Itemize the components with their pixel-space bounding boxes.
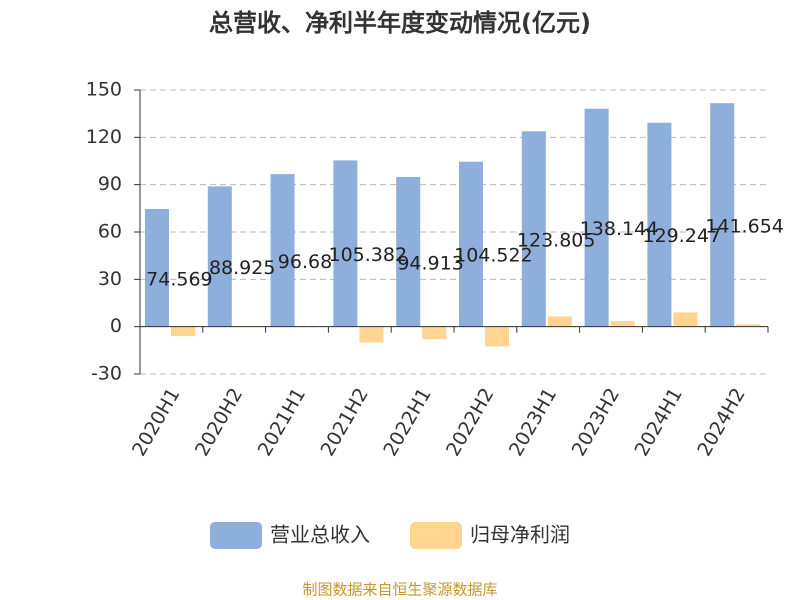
value-label: 129.247 xyxy=(643,225,722,247)
value-label: 105.382 xyxy=(329,244,408,266)
bar xyxy=(673,312,698,327)
y-tick-label: 0 xyxy=(110,315,122,337)
bar xyxy=(270,174,295,327)
x-tick-label: 2023H1 xyxy=(505,384,561,460)
bar xyxy=(145,209,169,327)
y-tick-label: 60 xyxy=(98,221,122,243)
bar xyxy=(171,326,195,337)
x-tick-label: 2020H1 xyxy=(128,384,184,460)
legend-label: 归母净利润 xyxy=(470,523,570,547)
value-label: 96.68 xyxy=(278,251,332,273)
bar xyxy=(710,103,735,327)
y-tick-label: 120 xyxy=(86,126,122,148)
value-label: 94.913 xyxy=(397,252,463,274)
bar xyxy=(459,161,483,327)
y-tick-label: -30 xyxy=(91,363,122,385)
x-tick-label: 2024H2 xyxy=(693,384,749,460)
bar xyxy=(521,131,546,327)
bar xyxy=(610,321,635,327)
bar xyxy=(359,326,384,343)
bar xyxy=(584,108,609,327)
bar xyxy=(333,160,358,327)
y-tick-label: 30 xyxy=(98,268,122,290)
bar xyxy=(422,326,447,340)
bar xyxy=(736,324,761,327)
bar xyxy=(396,176,421,327)
legend-swatch xyxy=(210,522,262,549)
value-label: 88.925 xyxy=(209,257,275,279)
value-label: 141.654 xyxy=(705,215,784,237)
y-tick-label: 90 xyxy=(98,173,122,195)
value-label: 138.144 xyxy=(580,218,659,240)
bar xyxy=(207,186,232,327)
x-tick-label: 2022H1 xyxy=(379,384,435,460)
source-note: 制图数据来自恒生聚源数据库 xyxy=(302,581,497,599)
legend-swatch xyxy=(410,522,462,549)
bar xyxy=(485,326,509,347)
bar xyxy=(547,316,572,327)
x-tick-label: 2022H2 xyxy=(442,384,498,460)
x-tick-label: 2021H1 xyxy=(254,384,310,460)
value-label: 104.522 xyxy=(454,245,533,267)
y-tick-label: 150 xyxy=(86,79,122,101)
value-label: 123.805 xyxy=(517,229,596,251)
x-tick-label: 2020H2 xyxy=(191,384,247,460)
x-tick-label: 2021H2 xyxy=(316,384,372,460)
x-tick-label: 2023H2 xyxy=(568,384,624,460)
legend-label: 营业总收入 xyxy=(270,523,370,547)
x-tick-label: 2024H1 xyxy=(630,384,686,460)
value-label: 74.569 xyxy=(146,268,212,290)
bar xyxy=(647,122,672,327)
chart-title: 总营收、净利半年度变动情况(亿元) xyxy=(209,9,591,37)
